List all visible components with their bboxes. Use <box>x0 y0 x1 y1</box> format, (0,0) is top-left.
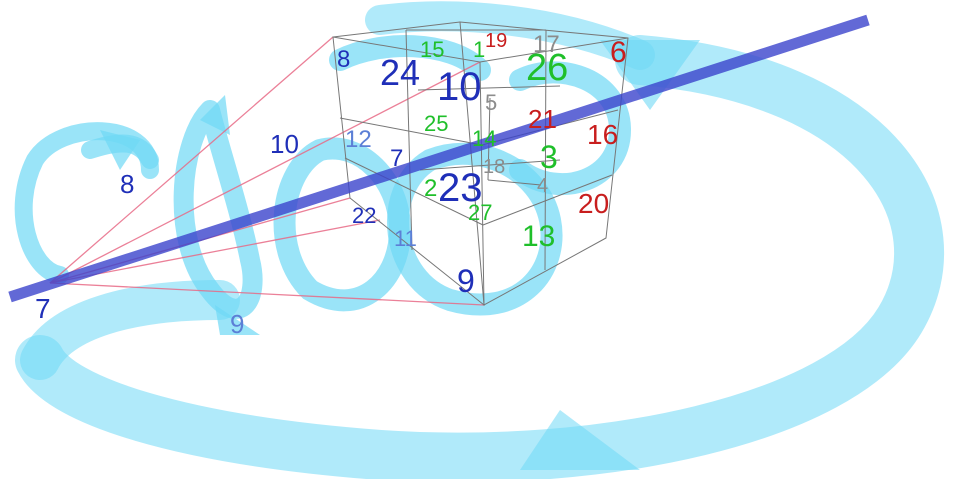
loop-arrow-head-1 <box>100 130 140 170</box>
axis-line <box>8 14 870 303</box>
cell-label-22: 22 <box>352 203 376 228</box>
cell-label-17: 17 <box>533 31 560 58</box>
axis-labels: 7 8 9 10 <box>35 129 299 339</box>
loop-arrow-head-2 <box>200 95 230 135</box>
cell-label-7: 7 <box>390 145 403 172</box>
cell-label-8: 8 <box>337 46 350 73</box>
cell-label-5: 5 <box>485 90 497 115</box>
cell-label-16: 16 <box>587 119 618 150</box>
axis-label-9: 9 <box>230 309 244 339</box>
cell-label-24: 24 <box>380 52 420 93</box>
cell-label-6: 6 <box>610 36 627 69</box>
cell-label-27: 27 <box>468 200 492 225</box>
cell-label-19: 19 <box>485 30 507 52</box>
axis-label-8: 8 <box>120 169 134 199</box>
cell-label-11: 11 <box>394 226 417 251</box>
cell-label-2: 2 <box>424 175 437 202</box>
axis-label-7: 7 <box>35 293 51 324</box>
cell-label-14: 14 <box>472 126 496 151</box>
cell-label-20: 20 <box>578 188 609 219</box>
cell-label-23: 23 <box>438 166 483 210</box>
cell-label-9: 9 <box>457 263 475 299</box>
cell-label-3: 3 <box>540 139 558 175</box>
loop-arrow-head-3 <box>215 305 260 335</box>
cell-label-21: 21 <box>528 104 557 134</box>
cell-label-26: 26 <box>526 47 568 89</box>
cell-label-13: 13 <box>522 220 555 253</box>
cell-label-10: 10 <box>437 65 482 109</box>
cell-label-1: 1 <box>473 37 485 62</box>
large-arrow-head <box>600 40 700 110</box>
cell-label-12: 12 <box>345 126 372 153</box>
axis-label-10: 10 <box>270 129 299 159</box>
cell-label-4: 4 <box>537 175 548 197</box>
lower-arrow-head <box>520 410 640 470</box>
cell-label-25: 25 <box>424 111 448 136</box>
cell-label-15: 15 <box>420 37 444 62</box>
cell-label-18: 18 <box>483 156 505 178</box>
cube-labels: 8 24 15 1 19 17 26 6 10 5 25 14 21 16 12… <box>337 30 627 299</box>
